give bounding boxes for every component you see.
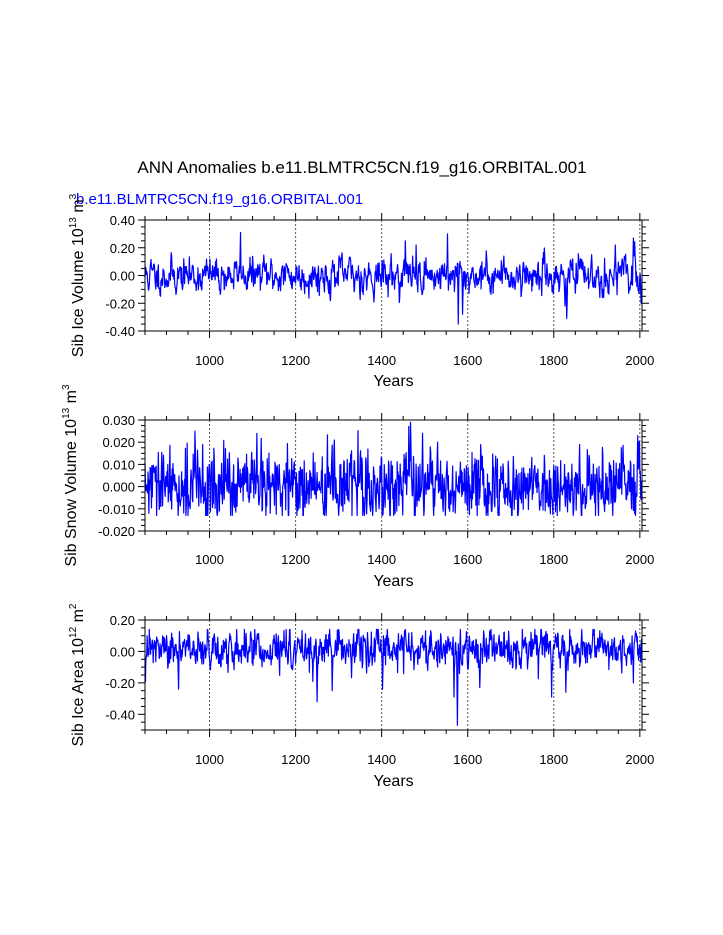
y-axis-label-superscript: 13 [61, 407, 72, 419]
x-tick-label-1600: 1600 [453, 752, 482, 767]
x-axis-label: Years [373, 373, 413, 390]
y-axis-label: Sib Ice Volume 1013 m3 [68, 193, 87, 357]
figure-title: ANN Anomalies b.e11.BLMTRC5CN.f19_g16.OR… [137, 158, 586, 177]
y-axis-label-text: m [70, 199, 87, 217]
x-tick-label-2000: 2000 [625, 353, 654, 368]
y-tick-label: -0.20 [105, 296, 135, 311]
y-axis-label-text: Sib Ice Volume 10 [70, 228, 87, 357]
x-tick-label-1000: 1000 [195, 752, 224, 767]
x-tick-label-1600: 1600 [453, 552, 482, 567]
y-tick-label: 0.020 [102, 435, 135, 450]
y-tick-label: -0.40 [105, 324, 135, 339]
y-axis-label-superscript: 12 [68, 626, 79, 638]
y-tick-label: 0.000 [102, 480, 135, 495]
x-tick-label-2000: 2000 [625, 752, 654, 767]
y-axis-label-superscript: 2 [68, 603, 79, 609]
x-tick-label-1400: 1400 [367, 552, 396, 567]
y-axis-label-text: Sib Ice Area 10 [70, 638, 87, 747]
y-tick-label: -0.20 [105, 676, 135, 691]
y-axis-label-text: m [70, 609, 87, 627]
y-axis-label-text: m [63, 390, 80, 408]
x-tick-label-1000: 1000 [195, 552, 224, 567]
x-tick-label-1200: 1200 [281, 752, 310, 767]
x-tick-label-1000: 1000 [195, 353, 224, 368]
panel-ice_volume: 1000 1200 1400 1600 1800 2000 -0.40 -0.20 0.00 0.… [68, 193, 654, 390]
y-tick-label: -0.40 [105, 707, 135, 722]
panel-ice_area: 1000 1200 1400 1600 1800 2000 -0.40 -0.20 0.00 0.… [68, 603, 654, 790]
y-tick-label: 0.030 [102, 413, 135, 428]
series-subtitle: b.e11.BLMTRC5CN.f19_g16.ORBITAL.001 [76, 191, 363, 208]
y-tick-label: 0.00 [110, 644, 135, 659]
series-line-ice_area [144, 628, 643, 726]
x-tick-label-2000: 2000 [625, 552, 654, 567]
x-axis-label: Years [373, 573, 413, 590]
y-axis-label-superscript: 3 [61, 384, 72, 390]
series-line-snow_volume [144, 421, 643, 517]
x-tick-label-1800: 1800 [539, 353, 568, 368]
y-axis-label-text: Sib Snow Volume 10 [63, 419, 80, 567]
y-axis-label-superscript: 13 [68, 217, 79, 229]
x-tick-label-1200: 1200 [281, 552, 310, 567]
y-tick-label: 0.40 [110, 213, 135, 228]
y-tick-label: 0.010 [102, 457, 135, 472]
x-axis-label: Years [373, 773, 413, 790]
y-axis-label-superscript: 3 [68, 193, 79, 199]
series-line-ice_volume [144, 231, 643, 325]
x-tick-label-1400: 1400 [367, 353, 396, 368]
y-axis-label: Sib Snow Volume 1013 m3 [61, 384, 80, 567]
x-tick-label-1200: 1200 [281, 353, 310, 368]
x-tick-label-1600: 1600 [453, 353, 482, 368]
panel-snow_volume: 1000 1200 1400 1600 1800 2000 -0.020 -0.010 0.00… [61, 384, 654, 590]
y-tick-label: -0.010 [98, 502, 135, 517]
x-tick-label-1800: 1800 [539, 552, 568, 567]
x-tick-label-1800: 1800 [539, 752, 568, 767]
y-tick-label: -0.020 [98, 524, 135, 539]
plot-frame [144, 619, 643, 731]
y-axis-label: Sib Ice Area 1012 m2 [68, 603, 87, 746]
y-tick-label: 0.20 [110, 613, 135, 628]
x-tick-label-1400: 1400 [367, 752, 396, 767]
y-tick-label: 0.00 [110, 269, 135, 284]
y-tick-label: 0.20 [110, 241, 135, 256]
